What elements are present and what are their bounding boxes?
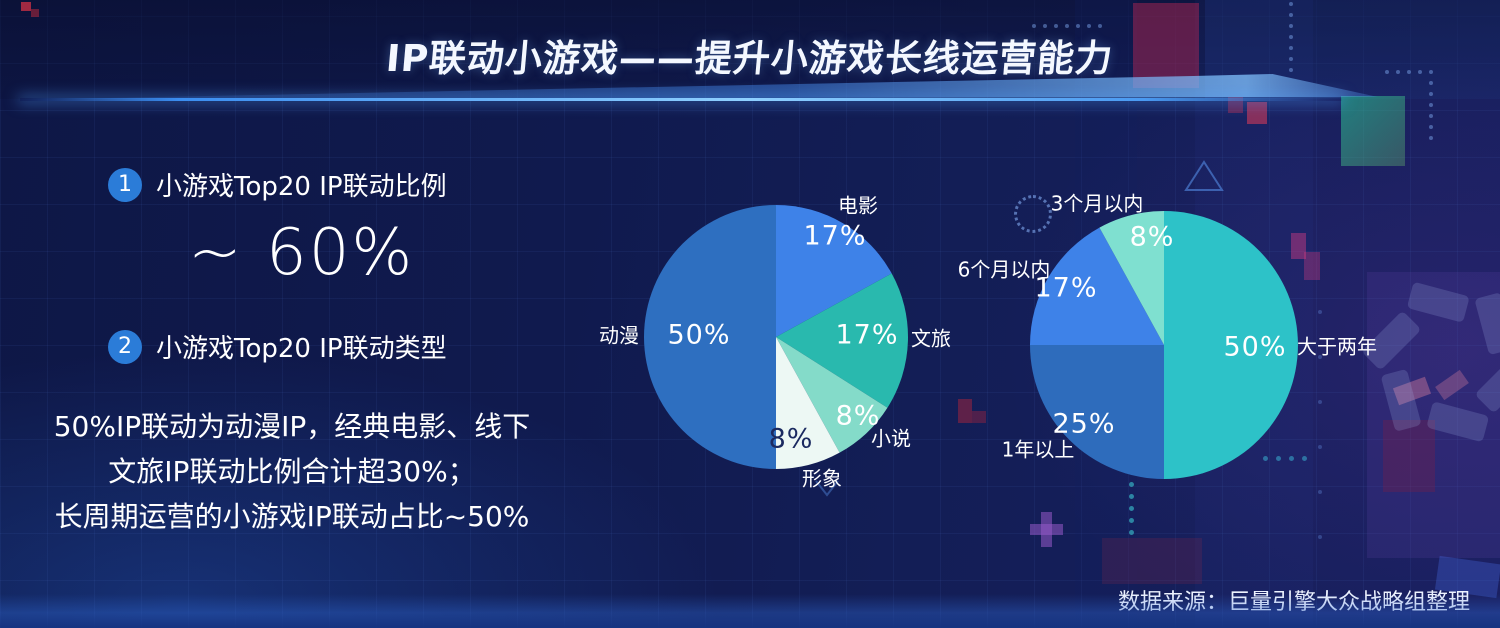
triangle-outline-icon [1184, 160, 1224, 191]
dot-decoration [1129, 530, 1134, 535]
dot-decoration [1429, 125, 1433, 129]
dot-decoration [1129, 518, 1134, 523]
point-1-number-badge: 1 [108, 167, 142, 202]
pie-slice-label: 大于两年 [1297, 334, 1377, 359]
pie-slice-value: 8% [835, 400, 881, 432]
point-2: 2 小游戏Top20 IP联动类型 [108, 328, 447, 365]
pinwheel-blade [1475, 293, 1500, 355]
dot-decoration [1129, 482, 1134, 487]
point-2-label: 小游戏Top20 IP联动类型 [156, 334, 447, 364]
point-1-label: 小游戏Top20 IP联动比例 [156, 172, 447, 202]
dot-decoration [1429, 114, 1433, 118]
pinwheel-blade [1407, 282, 1469, 322]
dot-decoration [1318, 310, 1322, 314]
pie-slice-value: 50% [1223, 331, 1287, 363]
pie-slice-value: 8% [768, 423, 814, 455]
pie-slice-value: 25% [1052, 408, 1116, 440]
magenta-block-decoration [1304, 252, 1320, 280]
highlight-percentage: ~ 60% [188, 216, 415, 290]
point-2-number-badge: 2 [108, 329, 142, 364]
pie-slice-value: 8% [1129, 221, 1175, 253]
pie-slice-label: 3个月以内 [1050, 191, 1144, 216]
pie-slice [1099, 211, 1164, 345]
red-square-decoration [21, 2, 31, 11]
pie-slice-label: 文旅 [911, 326, 951, 351]
dot-decoration [1289, 13, 1293, 17]
dot-decoration [1318, 535, 1322, 539]
pie-slice [776, 337, 840, 469]
pie-slice-label: 小说 [871, 426, 911, 451]
pie-slice-label: 动漫 [599, 323, 639, 348]
dot-decoration [1129, 494, 1134, 499]
pie-slice [776, 205, 892, 337]
red-square-decoration [31, 9, 39, 17]
pie-slice-label: 6个月以内 [957, 257, 1051, 282]
dot-decoration [1318, 490, 1322, 494]
dot-decoration [1129, 506, 1134, 511]
plus-icon [1041, 512, 1052, 547]
dot-decoration [1302, 456, 1307, 461]
pie-slice [644, 205, 776, 469]
pinwheel-logo-watermark [1363, 282, 1500, 442]
summary-line-2: 文旅IP联动比例合计超30%； [108, 455, 476, 488]
maroon-block-decoration [1102, 538, 1202, 584]
plus-icon [1030, 524, 1063, 535]
pie-slice-label: 电影 [838, 193, 878, 218]
dot-decoration [1429, 136, 1433, 140]
red-block-decoration [958, 399, 972, 423]
rose-block-decoration [1392, 376, 1432, 406]
pinwheel-blade [1476, 355, 1500, 412]
pie-slice-value: 17% [835, 319, 899, 351]
dot-decoration [1318, 445, 1322, 449]
pinwheel-blade [1381, 369, 1421, 431]
page-title: IP联动小游戏——提升小游戏长线运营能力 [384, 37, 1116, 80]
pie-slice [1164, 211, 1298, 479]
pie-chart-2 [1030, 211, 1298, 479]
summary-line-1: 50%IP联动为动漫IP，经典电影、线下 [53, 410, 531, 443]
purple-panel-decoration [1367, 272, 1500, 558]
pie-slice-label: 形象 [802, 466, 842, 491]
pie-slice [776, 337, 888, 453]
dot-decoration [1429, 92, 1433, 96]
pie-slice-value: 50% [667, 319, 731, 351]
pie-slice [776, 273, 908, 408]
red-block-decoration [972, 411, 986, 423]
green-square-decoration [1341, 96, 1405, 166]
dot-decoration [1318, 400, 1322, 404]
pie-slice [1030, 227, 1164, 345]
pie-slice [1030, 345, 1164, 479]
dot-decoration [1429, 103, 1433, 107]
summary-line-3: 长周期运营的小游戏IP联动占比~50% [54, 500, 530, 533]
pie-chart-1 [644, 205, 908, 469]
pinwheel-blade [1427, 402, 1489, 442]
header-divider-line [20, 98, 1342, 101]
pie-slice-value: 17% [803, 220, 867, 252]
pie-slice-label: 1年以上 [1001, 437, 1075, 462]
summary-text: 50%IP联动为动漫IP，经典电影、线下 文旅IP联动比例合计超30%； 长周期… [22, 404, 562, 539]
point-1: 1 小游戏Top20 IP联动比例 [108, 166, 447, 203]
maroon-block-decoration [1383, 420, 1435, 492]
rose-block-decoration [1435, 369, 1469, 401]
data-source: 数据来源：巨量引擎大众战略组整理 [1117, 590, 1470, 615]
red-square-decoration [1247, 102, 1267, 124]
pie-slice-value: 17% [1034, 272, 1098, 304]
dot-decoration [1289, 2, 1293, 6]
